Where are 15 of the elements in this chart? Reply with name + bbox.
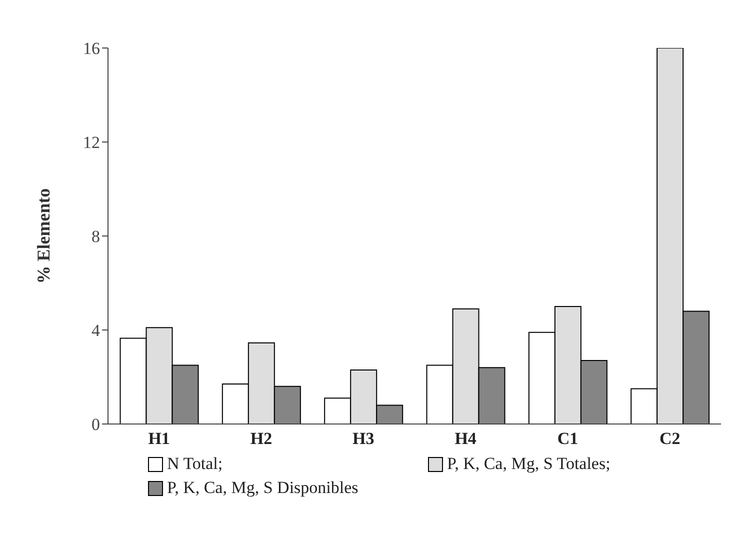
x-tick-label: H2 <box>250 429 272 448</box>
y-tick-label: 0 <box>92 415 100 434</box>
x-tick-label: C1 <box>557 429 578 448</box>
x-tick-label: H4 <box>454 429 477 448</box>
x-tick-label: H3 <box>352 429 374 448</box>
y-tick-label: 16 <box>83 39 100 58</box>
y-axis-title: % Elemento <box>33 188 54 284</box>
y-tick-label: 12 <box>83 133 100 152</box>
x-tick-label: H1 <box>148 429 170 448</box>
legend-label: P, K, Ca, Mg, S Disponibles <box>167 478 358 498</box>
legend-label: P, K, Ca, Mg, S Totales; <box>447 454 610 474</box>
y-tick-label: 4 <box>92 321 100 340</box>
x-tick-label: C2 <box>660 429 680 448</box>
legend-label: N Total; <box>167 454 223 474</box>
y-tick-label: 8 <box>92 227 100 246</box>
